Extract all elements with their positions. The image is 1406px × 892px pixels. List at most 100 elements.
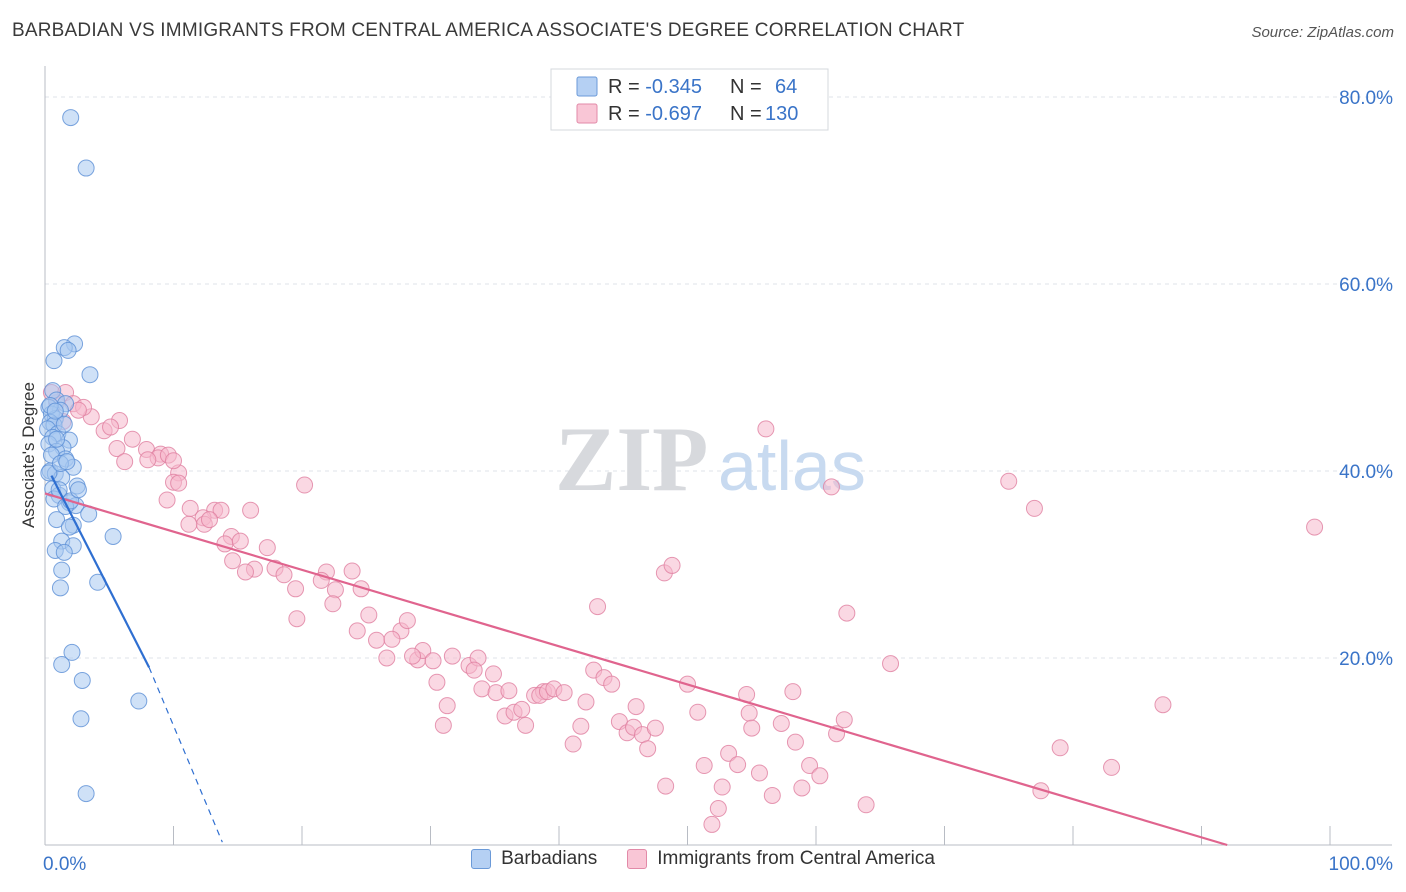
immigrants-point <box>835 711 853 729</box>
barbadians-point <box>130 692 148 710</box>
immigrants-point <box>288 610 306 628</box>
immigrants-point <box>1025 499 1043 517</box>
barbadians-point <box>69 481 87 499</box>
immigrants-point <box>368 631 386 649</box>
barbadians-point <box>53 656 71 674</box>
immigrants-point <box>224 552 242 570</box>
immigrants-point <box>424 652 442 670</box>
bottom-legend: Barbadians Immigrants from Central Ameri… <box>0 848 1406 870</box>
y-tick-label-40: 40.0% <box>1339 462 1393 483</box>
gridlines <box>45 96 1392 659</box>
barbadians-point <box>77 785 95 803</box>
legend-r-value-1: -0.345 <box>645 76 702 98</box>
immigrants-point <box>663 556 681 574</box>
y-tick-label-20: 20.0% <box>1339 649 1393 670</box>
immigrants-point <box>343 562 361 580</box>
legend-r-label-2: R = <box>608 103 645 125</box>
immigrants-point <box>428 673 446 691</box>
legend-swatch-barbadians <box>471 849 492 869</box>
immigrants-point <box>1306 518 1324 536</box>
immigrants-point <box>473 680 491 698</box>
immigrants-point <box>564 735 582 753</box>
immigrants-point <box>793 779 811 797</box>
immigrants-point <box>158 491 176 509</box>
legend-item-barbadians[interactable]: Barbadians <box>471 848 597 870</box>
svg-text:R = -0.697 N = 130: R = -0.697 N = 130 <box>608 103 798 125</box>
immigrants-point <box>695 757 713 775</box>
immigrants-point <box>517 716 535 734</box>
watermark: ZIP atlas <box>555 408 866 510</box>
immigrants-point <box>438 697 456 715</box>
source-label: Source: ZipAtlas.com <box>1251 24 1394 41</box>
watermark-atlas: atlas <box>718 427 866 505</box>
trend-line-barbadians-extrapolated <box>148 667 223 843</box>
immigrants-point <box>212 501 230 519</box>
immigrants-point <box>275 566 293 584</box>
legend-box: R = -0.345 N = 64 R = -0.697 N = 130 <box>550 68 829 131</box>
trend-line-immigrants <box>44 492 1228 847</box>
immigrants-point <box>1032 782 1050 800</box>
immigrants-point <box>378 649 396 667</box>
legend-item-immigrants[interactable]: Immigrants from Central America <box>627 848 935 870</box>
immigrants-point <box>484 665 502 683</box>
immigrants-point <box>763 786 781 804</box>
barbadians-point <box>46 402 64 420</box>
x-tick-label-0: 0.0% <box>43 854 86 875</box>
legend-label-immigrants: Immigrants from Central America <box>657 848 935 869</box>
immigrants-point <box>577 693 595 711</box>
series-barbadians <box>39 109 148 803</box>
immigrants-point <box>857 796 875 814</box>
immigrants-point <box>713 778 731 796</box>
barbadians-point <box>55 543 73 561</box>
barbadians-point <box>58 453 76 471</box>
immigrants-point <box>443 647 461 665</box>
immigrants-point <box>348 622 366 640</box>
immigrants-point <box>180 515 198 533</box>
immigrants-point <box>784 683 802 701</box>
immigrants-point <box>720 744 738 762</box>
legend-swatch-immigrants <box>627 849 648 869</box>
immigrants-point <box>434 716 452 734</box>
immigrants-point <box>740 704 758 722</box>
immigrants-point <box>703 815 721 833</box>
immigrants-point <box>296 476 314 494</box>
barbadians-point <box>73 671 91 689</box>
immigrants-point <box>689 703 707 721</box>
immigrants-point <box>555 684 573 702</box>
y-tick-label-60: 60.0% <box>1339 275 1393 296</box>
immigrants-point <box>639 740 657 758</box>
immigrants-point <box>1051 739 1069 757</box>
legend-r-label-1: R = <box>608 76 645 98</box>
immigrants-point <box>1154 696 1172 714</box>
svg-text:R = -0.345 N = 64: R = -0.345 N = 64 <box>608 76 797 98</box>
immigrants-point <box>258 539 276 557</box>
barbadians-point <box>51 579 69 597</box>
trend-line-barbadians <box>50 475 151 668</box>
immigrants-point <box>743 719 761 737</box>
legend-n-value-2: 130 <box>765 103 798 125</box>
immigrants-point <box>360 606 378 624</box>
y-tick-label-80: 80.0% <box>1339 88 1393 109</box>
immigrants-point <box>165 452 182 470</box>
immigrants-point <box>1103 758 1121 776</box>
immigrants-point <box>242 501 260 519</box>
barbadians-point <box>81 366 99 384</box>
immigrants-point <box>236 563 254 581</box>
immigrants-point <box>811 767 829 785</box>
immigrants-point <box>786 733 804 751</box>
immigrants-point <box>750 764 768 782</box>
legend-swatch-blue <box>576 76 598 97</box>
immigrants-point <box>116 453 134 471</box>
legend-n-label-1: N = <box>730 76 767 98</box>
immigrants-point <box>102 418 120 436</box>
immigrants-point <box>326 581 344 599</box>
immigrants-point <box>1000 472 1018 490</box>
immigrants-point <box>404 647 422 665</box>
immigrants-point <box>757 420 775 438</box>
immigrants-point <box>822 478 840 496</box>
immigrants-point <box>838 604 856 622</box>
barbadians-point <box>104 527 122 545</box>
immigrants-point <box>729 756 747 774</box>
barbadians-point <box>77 159 95 177</box>
immigrants-point <box>572 717 590 735</box>
